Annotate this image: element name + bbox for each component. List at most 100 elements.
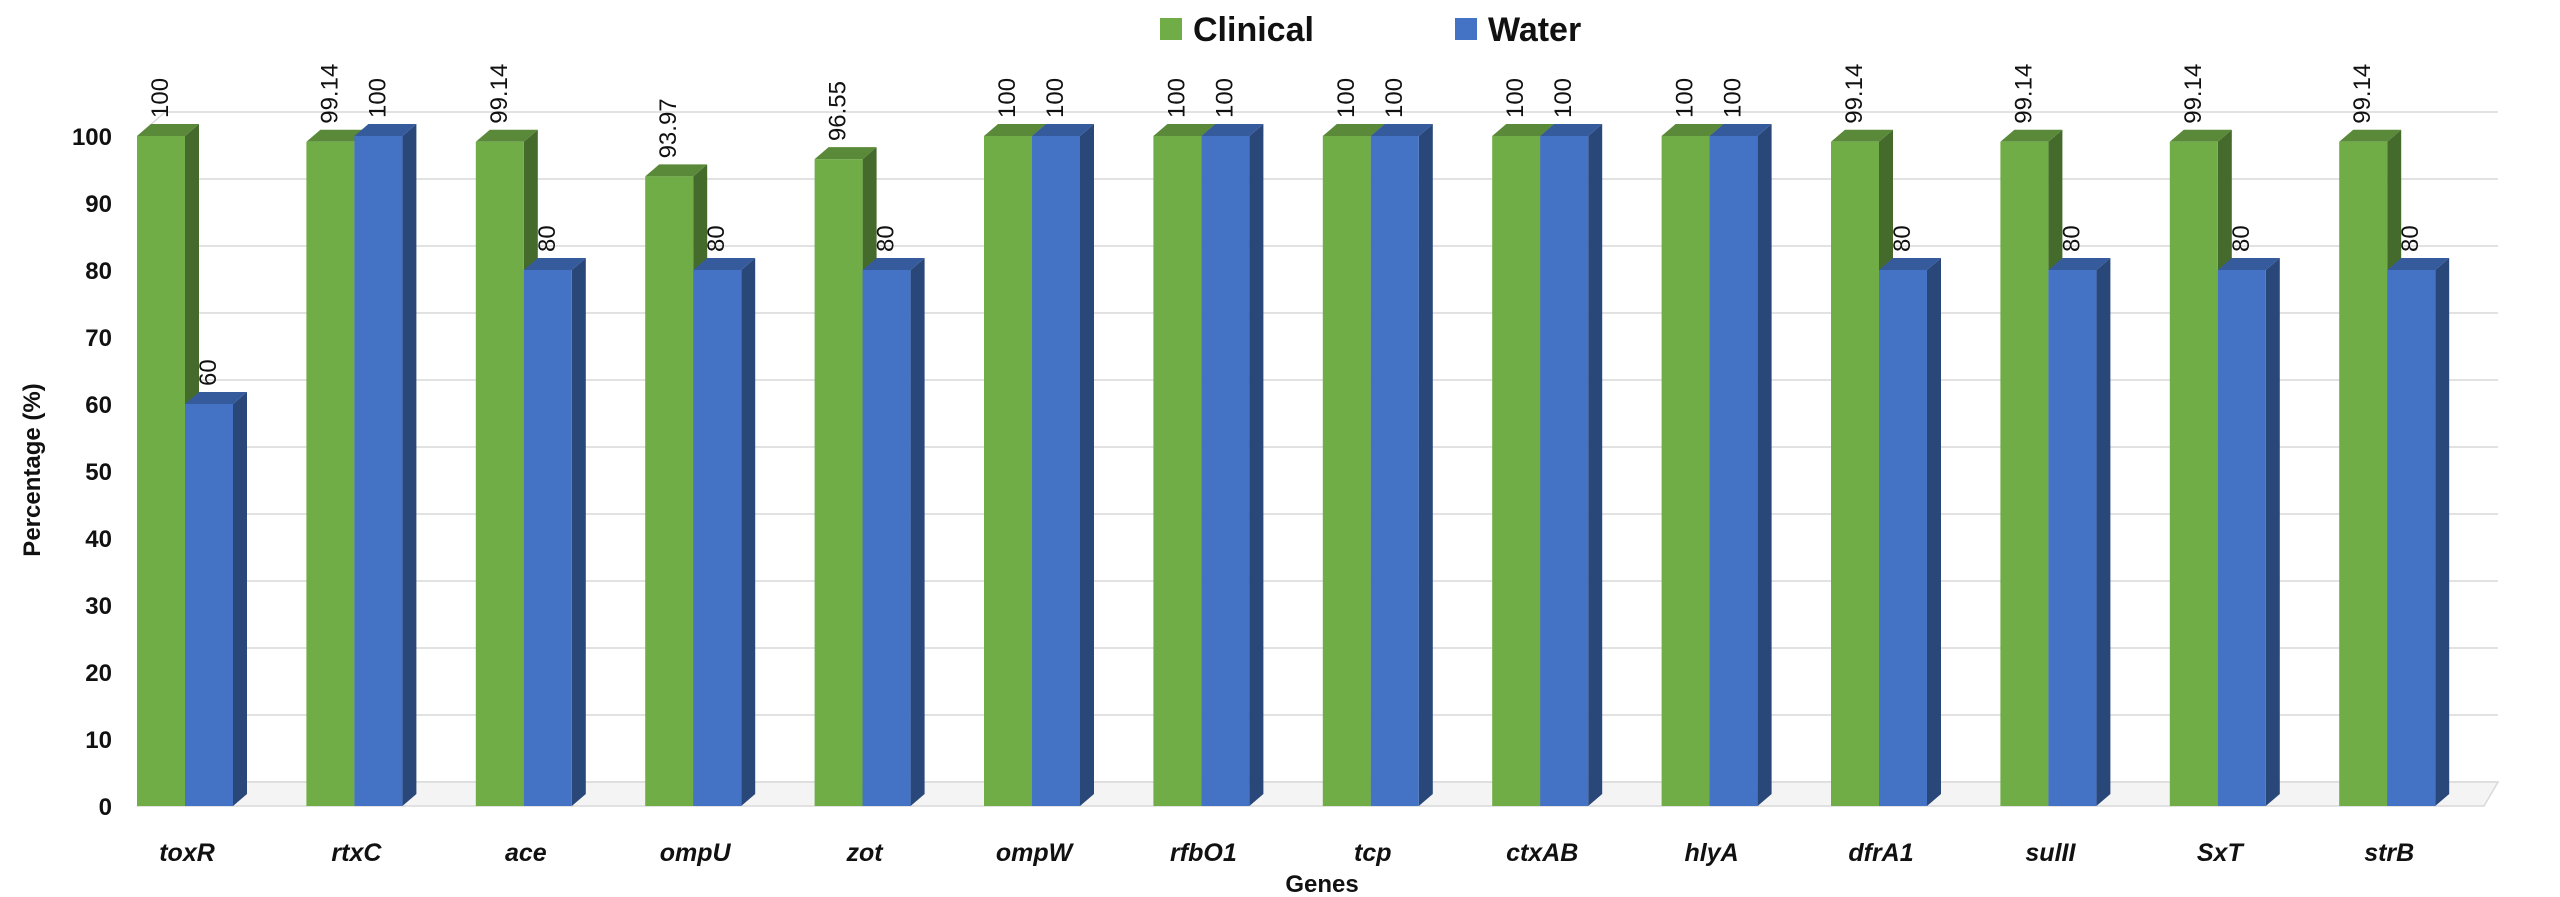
bar-front — [2000, 141, 2049, 807]
bar-front — [523, 270, 572, 806]
bar-water-zot — [862, 258, 925, 806]
bar-top — [2000, 129, 2063, 142]
x-tick-label-ace: ace — [505, 839, 547, 867]
data-label-water-dfrA1: 80 — [1889, 225, 1916, 252]
x-tick-label-tcp: tcp — [1354, 839, 1392, 867]
x-tick-label-rfbO1: rfbO1 — [1170, 839, 1237, 867]
y-tick-label: 50 — [85, 459, 112, 486]
bar-front — [984, 136, 1032, 806]
bar-front — [354, 136, 403, 806]
bar-top — [185, 392, 247, 404]
bar-front — [1201, 136, 1250, 806]
bar-water-dfrA1 — [1879, 258, 1941, 806]
bar-front — [475, 141, 524, 807]
bar-side — [2435, 258, 2450, 806]
bar-front — [1370, 136, 1419, 806]
legend-swatch — [1455, 18, 1477, 40]
bar-side — [402, 124, 417, 806]
bar-front — [1322, 136, 1371, 806]
bar-water-sulII — [2048, 258, 2111, 806]
y-tick-label: 60 — [85, 392, 112, 419]
bar-top — [814, 147, 877, 160]
data-label-water-strB: 80 — [2397, 225, 2424, 252]
data-label-water-rfbO1: 100 — [1211, 78, 1238, 118]
bar-top — [2387, 258, 2450, 270]
bars — [137, 124, 2450, 807]
bar-top — [984, 124, 1046, 136]
x-axis-title: Genes — [1285, 871, 1358, 897]
bar-water-ace — [523, 258, 586, 806]
bar-top — [1370, 124, 1433, 136]
bar-side — [2265, 258, 2280, 806]
bar-water-ompW — [1032, 124, 1094, 806]
data-label-clinical-zot: 96.55 — [825, 81, 852, 141]
bar-front — [2217, 270, 2266, 806]
bar-front — [1540, 136, 1589, 806]
bar-front — [814, 159, 863, 807]
bar-front — [2169, 141, 2218, 807]
data-label-clinical-rtxC: 99.14 — [316, 64, 343, 124]
y-tick-label: 100 — [72, 124, 112, 151]
data-label-clinical-tcp: 100 — [1333, 78, 1360, 118]
x-tick-label-hlyA: hlyA — [1685, 839, 1739, 867]
bar-top — [1661, 124, 1724, 136]
legend-item-water: Water — [1455, 11, 1581, 49]
bar-side — [1418, 124, 1433, 806]
bar-top — [2048, 258, 2111, 270]
y-tick-label: 80 — [85, 258, 112, 285]
bar-side — [741, 258, 756, 806]
legend-label: Water — [1488, 11, 1581, 49]
x-tick-label-zot: zot — [846, 839, 885, 867]
bar-side — [571, 258, 586, 806]
bar-water-SxT — [2217, 258, 2280, 806]
bar-front — [1032, 136, 1080, 806]
y-tick-label: 70 — [85, 325, 112, 352]
bar-front — [2387, 270, 2436, 806]
bar-side — [233, 392, 247, 806]
y-tick-label: 30 — [85, 593, 112, 620]
data-label-clinical-dfrA1: 99.14 — [1841, 64, 1868, 124]
bar-front — [137, 136, 185, 806]
bar-front — [645, 176, 694, 806]
y-tick-label: 20 — [85, 660, 112, 687]
bar-top — [693, 258, 756, 270]
data-label-water-SxT: 80 — [2228, 225, 2255, 252]
bar-water-strB — [2387, 258, 2450, 806]
y-tick-label: 90 — [85, 191, 112, 218]
bar-top — [1201, 124, 1264, 136]
bar-top — [1032, 124, 1094, 136]
bar-top — [1879, 258, 1941, 270]
bar-side — [1588, 124, 1603, 806]
legend: Clinical Water — [1160, 11, 1581, 49]
bar-front — [1492, 136, 1541, 806]
bar-top — [1153, 124, 1216, 136]
data-labels: 100 60 99.14 100 99.14 80 93.97 80 96.55 80 100 100… — [147, 64, 2424, 386]
bar-top — [1322, 124, 1385, 136]
bar-top — [862, 258, 925, 270]
data-label-clinical-ompW: 100 — [994, 78, 1021, 118]
data-label-water-rtxC: 100 — [364, 78, 391, 118]
y-tick-label: 10 — [85, 727, 112, 754]
bar-water-tcp — [1370, 124, 1433, 806]
bar-front — [1879, 270, 1927, 806]
data-label-clinical-toxR: 100 — [147, 78, 174, 118]
bar-water-rtxC — [354, 124, 417, 806]
bar-top — [1709, 124, 1772, 136]
data-label-clinical-strB: 99.14 — [2349, 64, 2376, 124]
bar-front — [185, 404, 233, 806]
y-tick-label: 0 — [99, 794, 112, 821]
bar-water-rfbO1 — [1201, 124, 1264, 806]
data-label-water-sulII: 80 — [2058, 225, 2085, 252]
bar-top — [1540, 124, 1603, 136]
x-tick-label-sulII: sulII — [2025, 839, 2076, 867]
bar-front — [693, 270, 742, 806]
bar-water-ctxAB — [1540, 124, 1603, 806]
y-axis-title: Percentage (%) — [19, 383, 46, 556]
data-label-water-toxR: 60 — [195, 359, 222, 386]
data-label-clinical-sulII: 99.14 — [2010, 64, 2037, 124]
bar-front — [2339, 141, 2388, 807]
bar-side — [1927, 258, 1941, 806]
data-label-water-ctxAB: 100 — [1550, 78, 1577, 118]
legend-label: Clinical — [1193, 11, 1314, 49]
